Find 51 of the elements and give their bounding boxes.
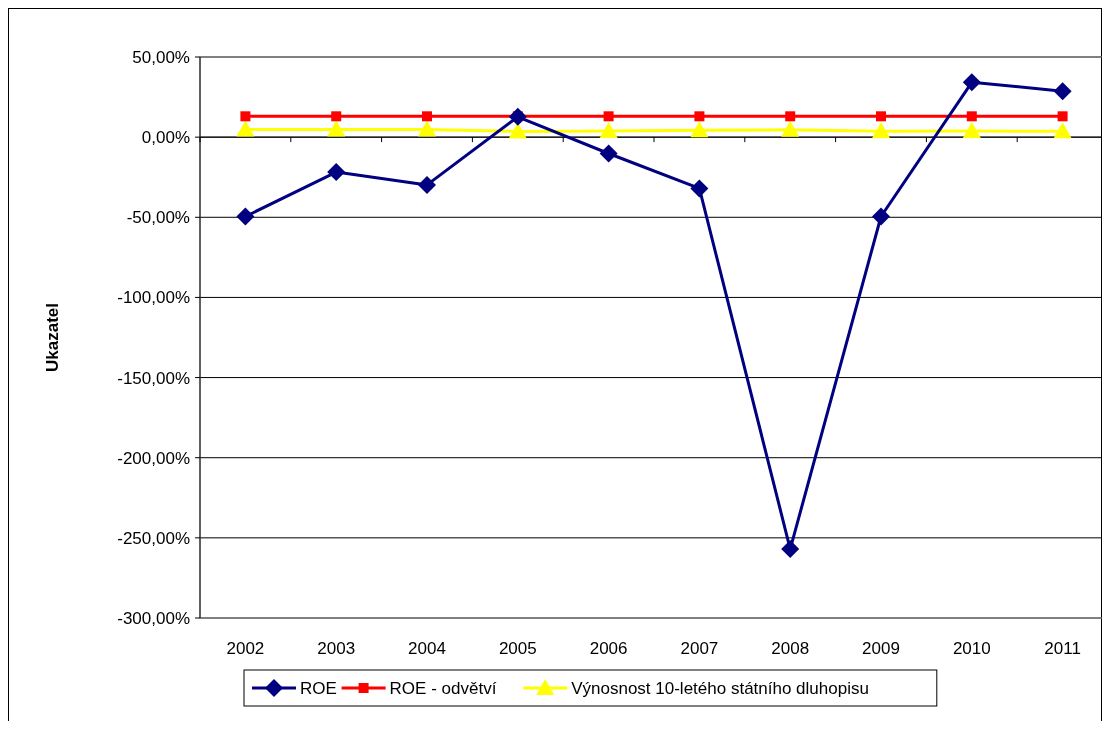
- point: [422, 111, 432, 122]
- x-tick-label: 2009: [862, 638, 900, 658]
- point: [694, 111, 705, 122]
- legend-label: Výnosnost 10-letého státního dluhopisu: [571, 678, 869, 698]
- point: [603, 111, 614, 122]
- x-tick-label: 2007: [680, 638, 719, 658]
- y-tick-label: 50,00%: [132, 47, 190, 67]
- legend-label: ROE - odvětví: [389, 678, 497, 698]
- point: [327, 163, 346, 182]
- point: [418, 120, 436, 137]
- point: [327, 120, 346, 137]
- y-tick-label: -250,00%: [117, 528, 190, 548]
- point: [599, 122, 618, 139]
- x-tick-label: 2005: [498, 638, 537, 658]
- y-tick-label: 0,00%: [141, 128, 190, 148]
- point: [962, 73, 981, 92]
- y-tick-label: -200,00%: [117, 448, 190, 468]
- point: [872, 122, 890, 139]
- x-tick-label: 2008: [771, 638, 810, 658]
- point: [781, 120, 800, 137]
- x-tick-label: 2002: [226, 638, 265, 658]
- point: [962, 122, 981, 139]
- y-tick-label: -150,00%: [117, 368, 190, 388]
- point: [599, 144, 618, 163]
- y-tick-label: -300,00%: [117, 608, 190, 628]
- point: [236, 207, 255, 226]
- point: [1057, 111, 1068, 122]
- point: [690, 121, 709, 138]
- point: [1053, 82, 1072, 101]
- point: [508, 107, 527, 126]
- legend-label: ROE: [300, 678, 337, 698]
- x-tick-label: 2003: [317, 638, 356, 658]
- point: [690, 179, 709, 198]
- y-tick-label: -50,00%: [126, 208, 190, 228]
- x-tick-label: 2011: [1044, 638, 1081, 658]
- point: [872, 207, 890, 226]
- point: [240, 111, 251, 122]
- point: [966, 111, 977, 122]
- x-tick-label: 2006: [589, 638, 628, 658]
- x-tick-label: 2004: [408, 638, 446, 658]
- y-axis-title: Ukazatel: [43, 303, 62, 372]
- point: [1053, 122, 1072, 139]
- point: [236, 120, 255, 137]
- point: [785, 111, 796, 122]
- point: [781, 540, 800, 559]
- point: [508, 122, 527, 139]
- point: [876, 111, 886, 122]
- y-tick-label: -100,00%: [117, 288, 190, 308]
- x-tick-label: 2010: [952, 638, 991, 658]
- point: [418, 175, 436, 194]
- point: [331, 111, 342, 122]
